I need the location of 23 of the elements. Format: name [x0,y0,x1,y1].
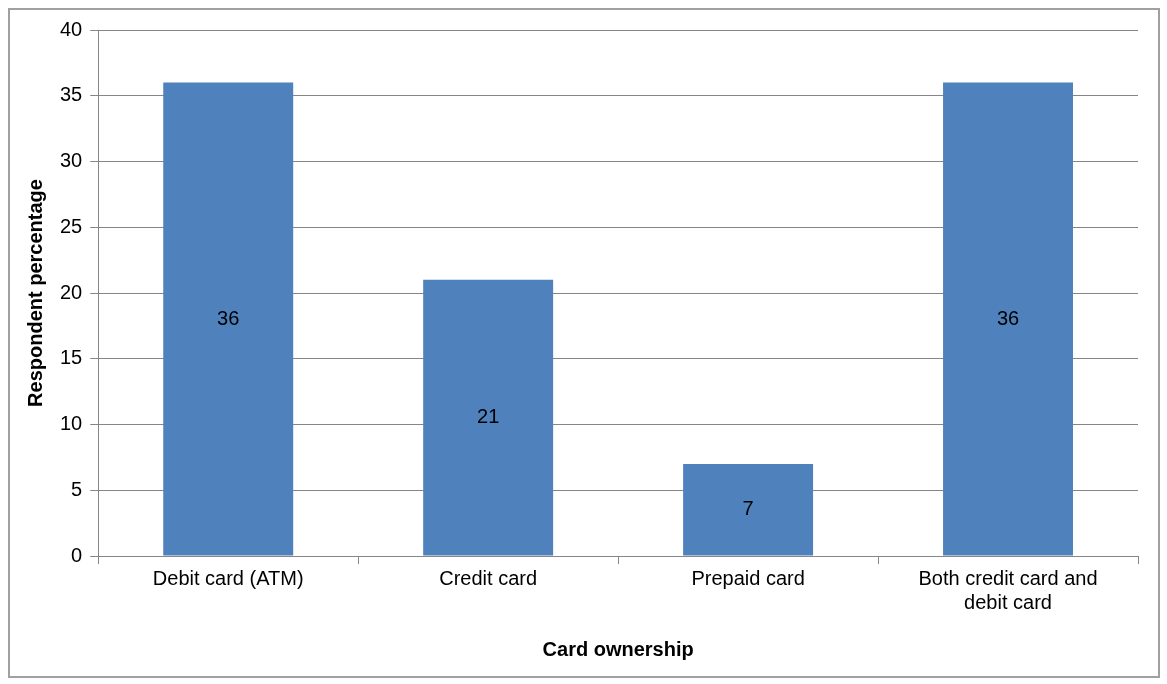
y-tick-label: 25 [60,214,83,237]
bar [423,279,554,556]
y-tick-label: 20 [60,280,83,303]
data-label: 21 [477,405,500,428]
bar [163,82,294,556]
x-tick-label: Credit card [439,566,538,589]
bar [943,82,1074,556]
y-tick-label: 10 [60,412,83,435]
data-label: 36 [996,306,1020,329]
y-tick-label: 5 [71,477,83,500]
data-label: 36 [217,306,240,329]
data-label: 7 [742,497,754,520]
y-tick-label: 30 [60,149,83,172]
bar [683,463,814,556]
y-tick-label: 0 [71,543,83,566]
y-tick-label: 15 [60,346,83,369]
x-tick-label: Debit card (ATM) [152,566,304,589]
y-tick-label: 35 [60,83,83,106]
x-tick-label: Prepaid card [691,566,805,589]
y-tick-label: 40 [60,17,83,40]
x-tick-label: Both credit card and debit card [918,566,1098,613]
y-axis-title: Respondent percentage [23,179,46,407]
x-axis-title: Card ownership [542,637,694,660]
